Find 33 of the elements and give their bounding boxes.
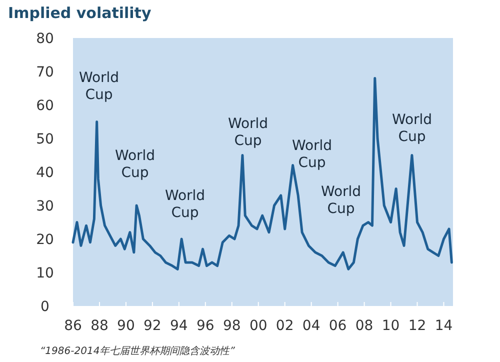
x-tick-label: 02 xyxy=(276,318,294,334)
x-tick-label: 10 xyxy=(382,318,400,334)
y-tick-label: 30 xyxy=(36,198,54,214)
x-tick-label: 00 xyxy=(249,318,268,334)
annotation: World Cup xyxy=(114,148,156,181)
x-tick-label: 06 xyxy=(328,318,347,334)
y-tick-label: 80 xyxy=(36,31,54,47)
x-tick-label: 04 xyxy=(302,318,320,334)
x-tick-label: 96 xyxy=(196,318,214,334)
y-tick-label: 10 xyxy=(36,266,54,282)
text: “1986-2014年七届世界杯期间隐含波动性” xyxy=(40,345,236,357)
y-tick-label: 20 xyxy=(36,232,54,248)
x-tick-label: 86 xyxy=(64,318,82,334)
chart-title: Implied volatility xyxy=(8,4,152,22)
annotation: World Cup xyxy=(228,116,268,149)
x-tick-label: 90 xyxy=(117,318,135,334)
y-tick-label: 70 xyxy=(36,64,54,80)
x-tick-label: 14 xyxy=(434,318,453,334)
x-tick-label: 88 xyxy=(90,318,108,334)
y-tick-label: 60 xyxy=(36,98,54,114)
annotation: World Cup xyxy=(78,70,120,103)
x-tick-label: 94 xyxy=(170,318,188,334)
y-tick-label: 40 xyxy=(36,165,54,181)
annotation: World Cup xyxy=(164,188,206,221)
x-tick-label: 92 xyxy=(144,318,162,334)
x-tick-label: 12 xyxy=(408,318,426,334)
y-tick-label: 0 xyxy=(40,299,50,315)
x-tick-label: 08 xyxy=(355,318,374,334)
x-tick-label: 98 xyxy=(222,318,241,334)
annotation: World Cup xyxy=(392,112,432,145)
annotation: World Cup xyxy=(292,138,332,171)
annotation: World Cup xyxy=(320,184,362,217)
y-tick-label: 50 xyxy=(36,132,54,148)
